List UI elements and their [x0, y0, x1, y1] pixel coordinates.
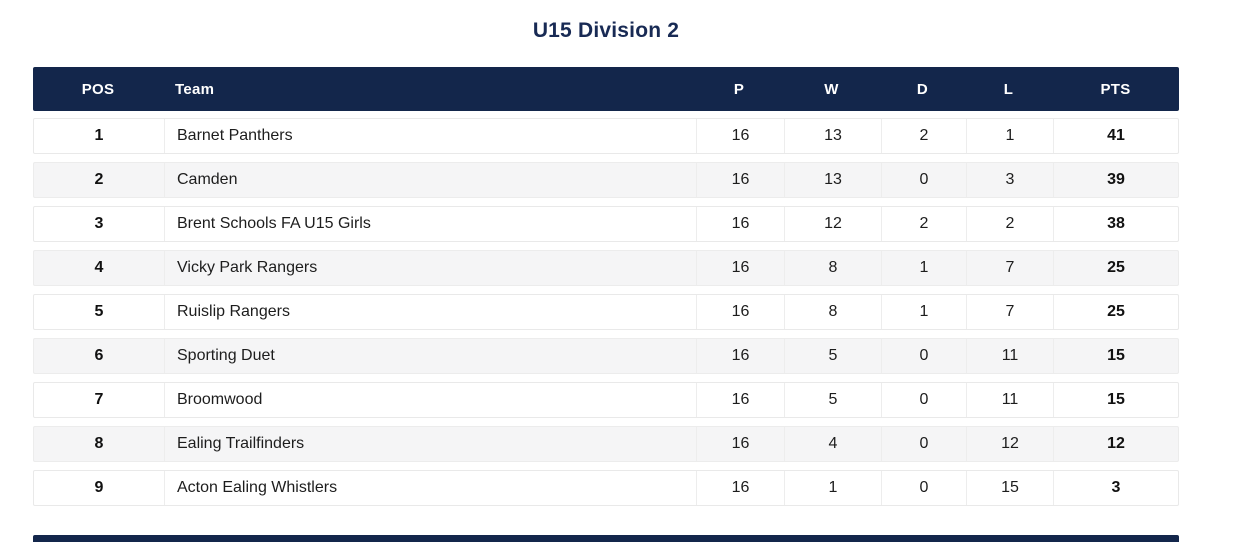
header-won: W [824, 80, 839, 98]
header-points: PTS [1100, 80, 1131, 98]
won-cell: 5 [784, 339, 881, 373]
table-row: 1 Barnet Panthers 16 13 2 1 41 [33, 118, 1179, 154]
table-row: 8 Ealing Trailfinders 16 4 0 12 12 [33, 426, 1179, 462]
team-name-cell: Barnet Panthers [164, 119, 696, 153]
table-row: 2 Camden 16 13 0 3 39 [33, 162, 1179, 198]
lost-cell: 11 [966, 383, 1053, 417]
points-cell: 39 [1053, 163, 1178, 197]
played-cell: 16 [696, 295, 784, 329]
drawn-cell: 0 [881, 163, 966, 197]
league-table: POS Team P W D L PTS 1 Barnet Panthers 1… [33, 67, 1179, 506]
position-cell: 3 [94, 215, 104, 232]
played-cell: 16 [696, 383, 784, 417]
drawn-cell: 1 [881, 295, 966, 329]
header-pos: POS [81, 80, 115, 98]
drawn-cell: 0 [881, 339, 966, 373]
team-name-cell: Vicky Park Rangers [164, 251, 696, 285]
lost-cell: 3 [966, 163, 1053, 197]
points-cell: 15 [1053, 339, 1178, 373]
drawn-cell: 0 [881, 471, 966, 505]
won-cell: 12 [784, 207, 881, 241]
points-cell: 3 [1053, 471, 1178, 505]
team-name-cell: Broomwood [164, 383, 696, 417]
team-name-cell: Brent Schools FA U15 Girls [164, 207, 696, 241]
played-cell: 16 [696, 427, 784, 461]
lost-cell: 7 [966, 295, 1053, 329]
position-cell: 5 [94, 303, 104, 320]
played-cell: 16 [696, 251, 784, 285]
table-header-row: POS Team P W D L PTS [33, 67, 1179, 111]
page-title: U15 Division 2 [532, 19, 680, 42]
played-cell: 16 [696, 163, 784, 197]
header-played: P [733, 80, 745, 98]
position-cell: 6 [94, 347, 104, 364]
drawn-cell: 2 [881, 119, 966, 153]
team-name-cell: Camden [164, 163, 696, 197]
lost-cell: 1 [966, 119, 1053, 153]
next-table-header-partial-bar [33, 535, 1179, 542]
position-cell: 7 [94, 391, 104, 408]
drawn-cell: 1 [881, 251, 966, 285]
won-cell: 1 [784, 471, 881, 505]
won-cell: 13 [784, 119, 881, 153]
played-cell: 16 [696, 471, 784, 505]
position-cell: 4 [94, 259, 104, 276]
points-cell: 38 [1053, 207, 1178, 241]
won-cell: 8 [784, 251, 881, 285]
points-cell: 12 [1053, 427, 1178, 461]
header-team: Team [175, 80, 215, 98]
won-cell: 8 [784, 295, 881, 329]
team-name-cell: Ruislip Rangers [164, 295, 696, 329]
header-drawn: D [916, 80, 929, 98]
table-row: 4 Vicky Park Rangers 16 8 1 7 25 [33, 250, 1179, 286]
lost-cell: 11 [966, 339, 1053, 373]
header-lost: L [1003, 80, 1014, 98]
played-cell: 16 [696, 207, 784, 241]
drawn-cell: 2 [881, 207, 966, 241]
lost-cell: 2 [966, 207, 1053, 241]
table-body: 1 Barnet Panthers 16 13 2 1 41 2 Camden … [33, 118, 1179, 506]
lost-cell: 7 [966, 251, 1053, 285]
points-cell: 25 [1053, 295, 1178, 329]
points-cell: 15 [1053, 383, 1178, 417]
played-cell: 16 [696, 339, 784, 373]
won-cell: 5 [784, 383, 881, 417]
drawn-cell: 0 [881, 427, 966, 461]
won-cell: 13 [784, 163, 881, 197]
won-cell: 4 [784, 427, 881, 461]
position-cell: 9 [94, 479, 104, 496]
team-name-cell: Ealing Trailfinders [164, 427, 696, 461]
position-cell: 1 [94, 127, 104, 144]
table-row: 7 Broomwood 16 5 0 11 15 [33, 382, 1179, 418]
lost-cell: 15 [966, 471, 1053, 505]
points-cell: 41 [1053, 119, 1178, 153]
table-row: 5 Ruislip Rangers 16 8 1 7 25 [33, 294, 1179, 330]
table-row: 3 Brent Schools FA U15 Girls 16 12 2 2 3… [33, 206, 1179, 242]
team-name-cell: Acton Ealing Whistlers [164, 471, 696, 505]
points-cell: 25 [1053, 251, 1178, 285]
position-cell: 8 [94, 435, 104, 452]
table-row: 9 Acton Ealing Whistlers 16 1 0 15 3 [33, 470, 1179, 506]
played-cell: 16 [696, 119, 784, 153]
table-row: 6 Sporting Duet 16 5 0 11 15 [33, 338, 1179, 374]
position-cell: 2 [94, 171, 104, 188]
team-name-cell: Sporting Duet [164, 339, 696, 373]
lost-cell: 12 [966, 427, 1053, 461]
league-table-page: U15 Division 2 POS Team P W D L PTS 1 Ba… [33, 0, 1179, 506]
drawn-cell: 0 [881, 383, 966, 417]
